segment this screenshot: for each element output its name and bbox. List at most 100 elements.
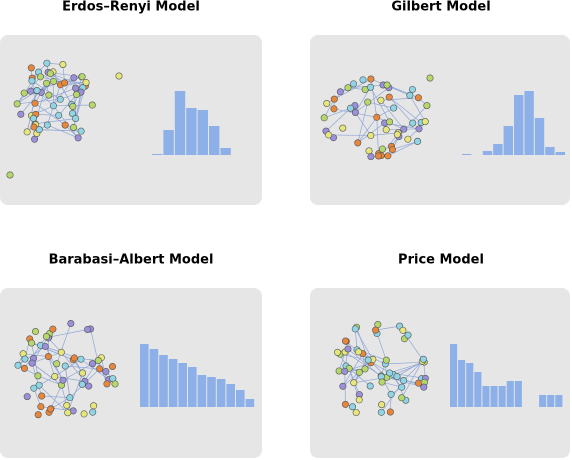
node: [49, 102, 57, 110]
node: [359, 76, 367, 84]
node: [378, 401, 386, 409]
node: [30, 384, 38, 392]
edge: [356, 327, 369, 361]
node: [36, 73, 44, 81]
node: [336, 88, 344, 96]
bar: [174, 91, 186, 155]
bar: [152, 154, 163, 155]
edge: [62, 363, 93, 381]
edge: [357, 102, 369, 143]
node: [347, 104, 355, 112]
bar: [514, 95, 524, 155]
node: [51, 372, 59, 380]
node: [364, 356, 372, 364]
node: [386, 118, 394, 126]
node: [77, 127, 85, 135]
edge: [375, 325, 400, 331]
node: [355, 368, 363, 376]
node: [37, 403, 45, 411]
node: [61, 79, 69, 87]
edge: [403, 360, 423, 381]
edge: [58, 94, 77, 116]
panel: [310, 35, 570, 205]
node: [393, 373, 401, 381]
edge: [355, 87, 390, 113]
edge: [357, 117, 378, 144]
node: [330, 105, 338, 113]
node: [72, 114, 80, 122]
edge: [38, 384, 68, 413]
edge: [355, 112, 372, 136]
edge: [34, 103, 66, 126]
node: [355, 396, 363, 404]
edge: [41, 395, 70, 399]
node: [42, 333, 50, 341]
node: [414, 137, 422, 145]
node: [79, 369, 87, 377]
edge: [325, 107, 351, 132]
node: [400, 377, 408, 385]
node: [28, 339, 36, 347]
bar: [236, 390, 245, 407]
node: [73, 90, 81, 98]
edge: [53, 77, 75, 107]
node: [49, 325, 57, 333]
edge: [24, 336, 47, 369]
edge: [385, 361, 425, 365]
node: [43, 59, 51, 67]
edge: [23, 353, 49, 357]
node: [364, 98, 372, 106]
node: [78, 73, 86, 81]
bar: [490, 386, 498, 407]
node: [350, 80, 358, 88]
node: [377, 408, 385, 416]
node: [341, 400, 349, 408]
node: [32, 328, 40, 336]
bar: [545, 147, 555, 155]
node: [17, 110, 25, 118]
edge: [35, 114, 59, 116]
node: [45, 91, 53, 99]
node: [373, 113, 381, 121]
node: [355, 348, 363, 356]
node: [339, 382, 347, 390]
panel-title: Erdos–Renyi Model: [62, 0, 200, 15]
node: [59, 376, 67, 384]
node: [78, 380, 86, 388]
node: [372, 326, 380, 334]
node: [383, 81, 391, 89]
node: [33, 86, 41, 94]
edge: [50, 73, 86, 87]
bar: [178, 363, 187, 407]
node: [72, 84, 80, 92]
node: [50, 77, 58, 85]
node: [90, 402, 98, 410]
node: [366, 382, 374, 390]
node: [80, 410, 88, 418]
node: [115, 72, 123, 80]
node: [6, 171, 14, 179]
node: [35, 381, 43, 389]
node: [77, 355, 85, 363]
edge: [31, 80, 61, 100]
bar: [555, 152, 565, 155]
bar: [482, 386, 490, 407]
edge: [388, 96, 413, 124]
node: [382, 126, 390, 134]
node: [399, 326, 407, 334]
edge: [380, 100, 405, 130]
node: [378, 378, 386, 386]
node: [53, 360, 61, 368]
node: [20, 364, 28, 372]
node: [367, 153, 375, 161]
node: [61, 362, 69, 370]
node: [400, 125, 408, 133]
node: [378, 145, 386, 153]
node: [27, 87, 35, 95]
node: [382, 356, 390, 364]
node: [89, 408, 97, 416]
node: [361, 365, 369, 373]
node: [74, 134, 82, 142]
node: [404, 135, 412, 143]
